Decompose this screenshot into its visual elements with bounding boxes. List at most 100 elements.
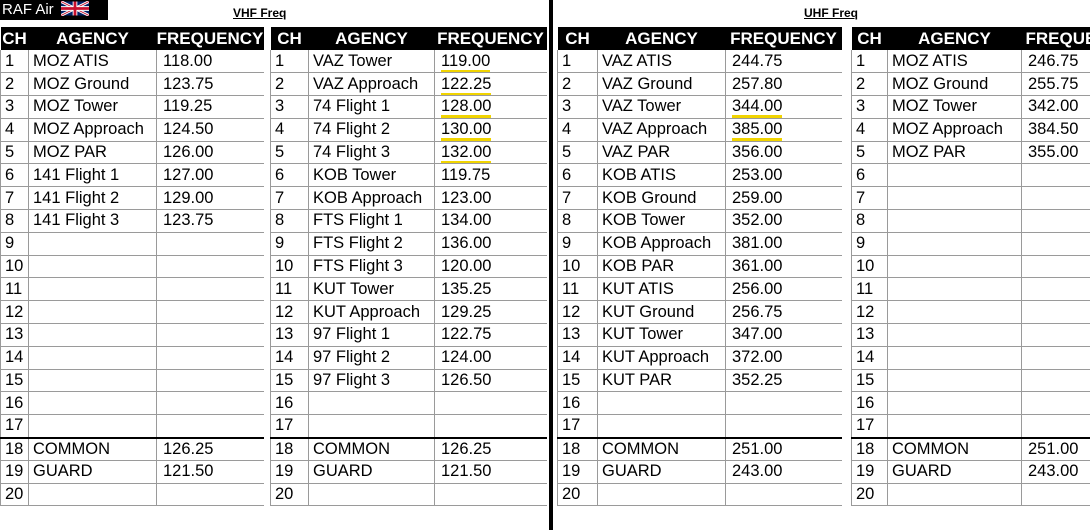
channel-cell: 3 — [270, 95, 309, 119]
uhf-table-1: CH AGENCY FREQUENCY 1 VAZ ATIS 244.75 2 VAZ … — [557, 27, 842, 507]
channel-cell: 20 — [851, 483, 888, 507]
union-jack-flag-icon — [60, 0, 89, 16]
channel-cell: 12 — [0, 300, 29, 325]
frequency-cell: 257.80 — [725, 72, 842, 97]
agency-cell: FTS Flight 1 — [308, 209, 435, 233]
frequency-cell: 126.25 — [434, 436, 547, 461]
table-row: 19 GUARD 121.50 — [270, 460, 547, 484]
table-row: 7 — [851, 186, 1090, 211]
table-row: 14 97 Flight 2 124.00 — [270, 346, 547, 370]
col-frequency: FREQUENCY — [156, 27, 264, 50]
table-row: 2 MOZ Ground 255.75 — [851, 72, 1090, 97]
table-row: 10 KOB PAR 361.00 — [557, 255, 842, 279]
table-row: 18 COMMON 126.25 — [270, 436, 547, 461]
table-row: 16 — [0, 391, 264, 416]
agency-cell — [308, 483, 435, 507]
channel-cell: 13 — [851, 323, 888, 347]
table-row: 12 KUT Approach 129.25 — [270, 300, 547, 325]
frequency-cell — [156, 369, 264, 393]
channel-cell: 10 — [851, 255, 888, 279]
channel-cell: 8 — [0, 209, 29, 233]
table-row: 5 74 Flight 3 132.00 — [270, 141, 547, 165]
table-row: 7 141 Flight 2 129.00 — [0, 186, 264, 211]
table-row: 19 GUARD 243.00 — [851, 460, 1090, 484]
channel-cell: 15 — [851, 369, 888, 393]
agency-cell: 97 Flight 2 — [308, 346, 435, 370]
agency-cell: KUT Ground — [597, 300, 726, 325]
agency-cell — [887, 391, 1022, 416]
frequency-cell: 119.25 — [156, 95, 264, 119]
channel-cell: 16 — [557, 391, 598, 416]
highlighted-frequency: 128.00 — [441, 97, 492, 118]
channel-cell: 14 — [851, 346, 888, 370]
agency-cell: MOZ Tower — [28, 95, 157, 119]
agency-cell: KOB Approach — [308, 186, 435, 211]
table-row: 12 — [851, 300, 1090, 325]
channel-cell: 9 — [0, 232, 29, 256]
agency-cell — [597, 414, 726, 439]
channel-cell: 10 — [557, 255, 598, 279]
channel-cell: 10 — [0, 255, 29, 279]
table-row: 14 KUT Approach 372.00 — [557, 346, 842, 370]
table-row: 19 GUARD 121.50 — [0, 460, 264, 484]
table-row: 6 141 Flight 1 127.00 — [0, 163, 264, 188]
col-agency: AGENCY — [308, 27, 435, 50]
agency-cell: MOZ Approach — [28, 118, 157, 142]
col-agency: AGENCY — [597, 27, 726, 50]
agency-cell: VAZ Tower — [308, 50, 435, 74]
frequency-cell: 120.00 — [434, 255, 547, 279]
channel-cell: 9 — [557, 232, 598, 256]
col-ch: CH — [0, 27, 29, 50]
frequency-cell: 342.00 — [1021, 95, 1090, 119]
frequency-cell: 122.75 — [434, 323, 547, 347]
channel-cell: 17 — [557, 414, 598, 439]
frequency-cell — [156, 483, 264, 507]
channel-cell: 11 — [270, 277, 309, 302]
frequency-cell — [156, 300, 264, 325]
frequency-cell — [1021, 277, 1090, 302]
highlighted-frequency: 130.00 — [441, 120, 492, 141]
frequency-cell: 255.75 — [1021, 72, 1090, 97]
highlighted-frequency: 119.00 — [441, 51, 491, 72]
frequency-cell — [1021, 232, 1090, 256]
table-row: 10 — [851, 255, 1090, 279]
channel-cell: 3 — [851, 95, 888, 119]
frequency-cell: 126.25 — [156, 436, 264, 461]
channel-cell: 7 — [270, 186, 309, 211]
agency-cell — [597, 483, 726, 507]
table-row: 13 KUT Tower 347.00 — [557, 323, 842, 347]
channel-cell: 17 — [270, 414, 309, 439]
table-row: 20 — [270, 483, 547, 507]
channel-cell: 2 — [557, 72, 598, 97]
table-row: 3 MOZ Tower 342.00 — [851, 95, 1090, 119]
agency-cell: COMMON — [28, 436, 157, 461]
channel-cell: 13 — [0, 323, 29, 347]
frequency-cell — [725, 414, 842, 439]
channel-cell: 14 — [0, 346, 29, 370]
table-row: 20 — [851, 483, 1090, 507]
frequency-cell — [156, 255, 264, 279]
channel-cell: 17 — [851, 414, 888, 439]
frequency-cell: 119.75 — [434, 163, 547, 188]
agency-cell — [308, 414, 435, 439]
col-frequency: FREQUENCY — [434, 27, 547, 50]
channel-cell: 19 — [851, 460, 888, 484]
channel-cell: 12 — [851, 300, 888, 325]
frequency-cell: 259.00 — [725, 186, 842, 211]
channel-cell: 2 — [851, 72, 888, 97]
agency-cell: GUARD — [308, 460, 435, 484]
table-row: 1 VAZ ATIS 244.75 — [557, 50, 842, 74]
agency-cell: KOB Tower — [597, 209, 726, 233]
frequency-cell: 256.00 — [725, 277, 842, 302]
agency-cell: KUT Approach — [597, 346, 726, 370]
channel-cell: 3 — [0, 95, 29, 119]
agency-cell — [887, 255, 1022, 279]
frequency-cell — [156, 414, 264, 439]
table-row: 10 FTS Flight 3 120.00 — [270, 255, 547, 279]
agency-cell — [887, 323, 1022, 347]
channel-cell: 3 — [557, 95, 598, 119]
channel-cell: 15 — [270, 369, 309, 393]
table-row: 16 — [851, 391, 1090, 416]
channel-cell: 7 — [0, 186, 29, 211]
channel-cell: 13 — [557, 323, 598, 347]
